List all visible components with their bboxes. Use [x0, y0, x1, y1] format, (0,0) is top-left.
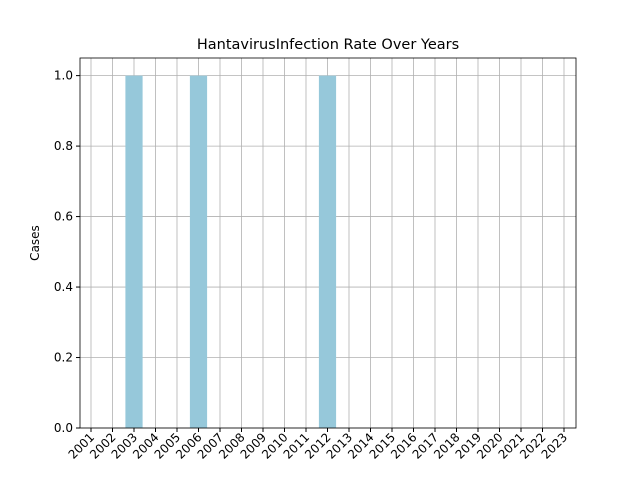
y-axis-label: Cases [28, 225, 42, 261]
y-tick-label: 1.0 [54, 69, 73, 83]
bar [125, 75, 143, 428]
y-tick-label: 0.8 [54, 139, 73, 153]
y-tick-label: 0.0 [54, 421, 73, 435]
y-tick-label: 0.2 [54, 351, 73, 365]
plot-frame [79, 57, 577, 429]
bar [189, 75, 208, 428]
y-tick-label: 0.6 [54, 210, 73, 224]
y-tick-label: 0.4 [54, 280, 73, 294]
chart-title: HantavirusInfection Rate Over Years [197, 37, 459, 53]
bar [318, 75, 337, 428]
